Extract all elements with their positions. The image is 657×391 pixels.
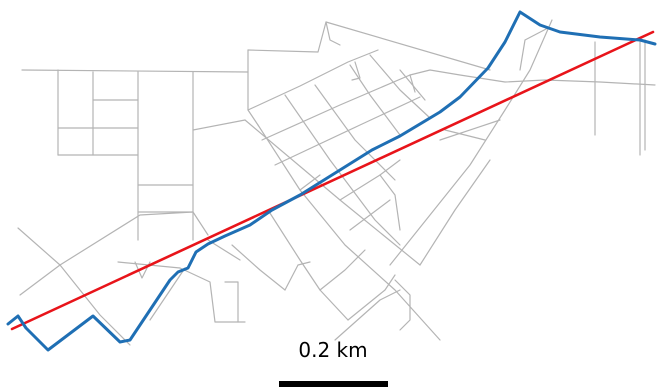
road [149,267,186,321]
road [325,21,341,46]
road [349,199,391,231]
road [19,264,61,296]
road [284,94,401,246]
road [284,261,311,291]
road [59,211,209,266]
road [409,69,656,86]
road [314,84,396,181]
road-network [17,19,656,346]
road [267,209,349,321]
road [444,129,486,141]
road [21,69,249,73]
road [261,74,411,141]
shortest-path-route [6,10,657,352]
road [394,279,411,331]
road [247,49,259,126]
scale-bar: 0.2 km [279,338,388,387]
road [247,21,491,71]
road [347,274,396,321]
road [319,249,366,291]
road [439,119,501,141]
road [389,19,553,266]
road [369,54,431,119]
road [179,267,246,323]
road [409,74,416,93]
road [231,244,286,291]
road [419,159,491,266]
road [17,227,131,346]
road [379,174,401,231]
road [274,96,421,166]
road [349,64,401,136]
road [247,49,379,111]
scale-bar-label: 0.2 km [298,338,367,362]
road [299,174,321,191]
straight-line-route [10,30,655,331]
road [257,124,441,341]
road [334,289,401,341]
road [224,281,239,323]
road [351,61,361,81]
road [192,119,246,131]
road [207,239,241,261]
road [519,27,549,71]
